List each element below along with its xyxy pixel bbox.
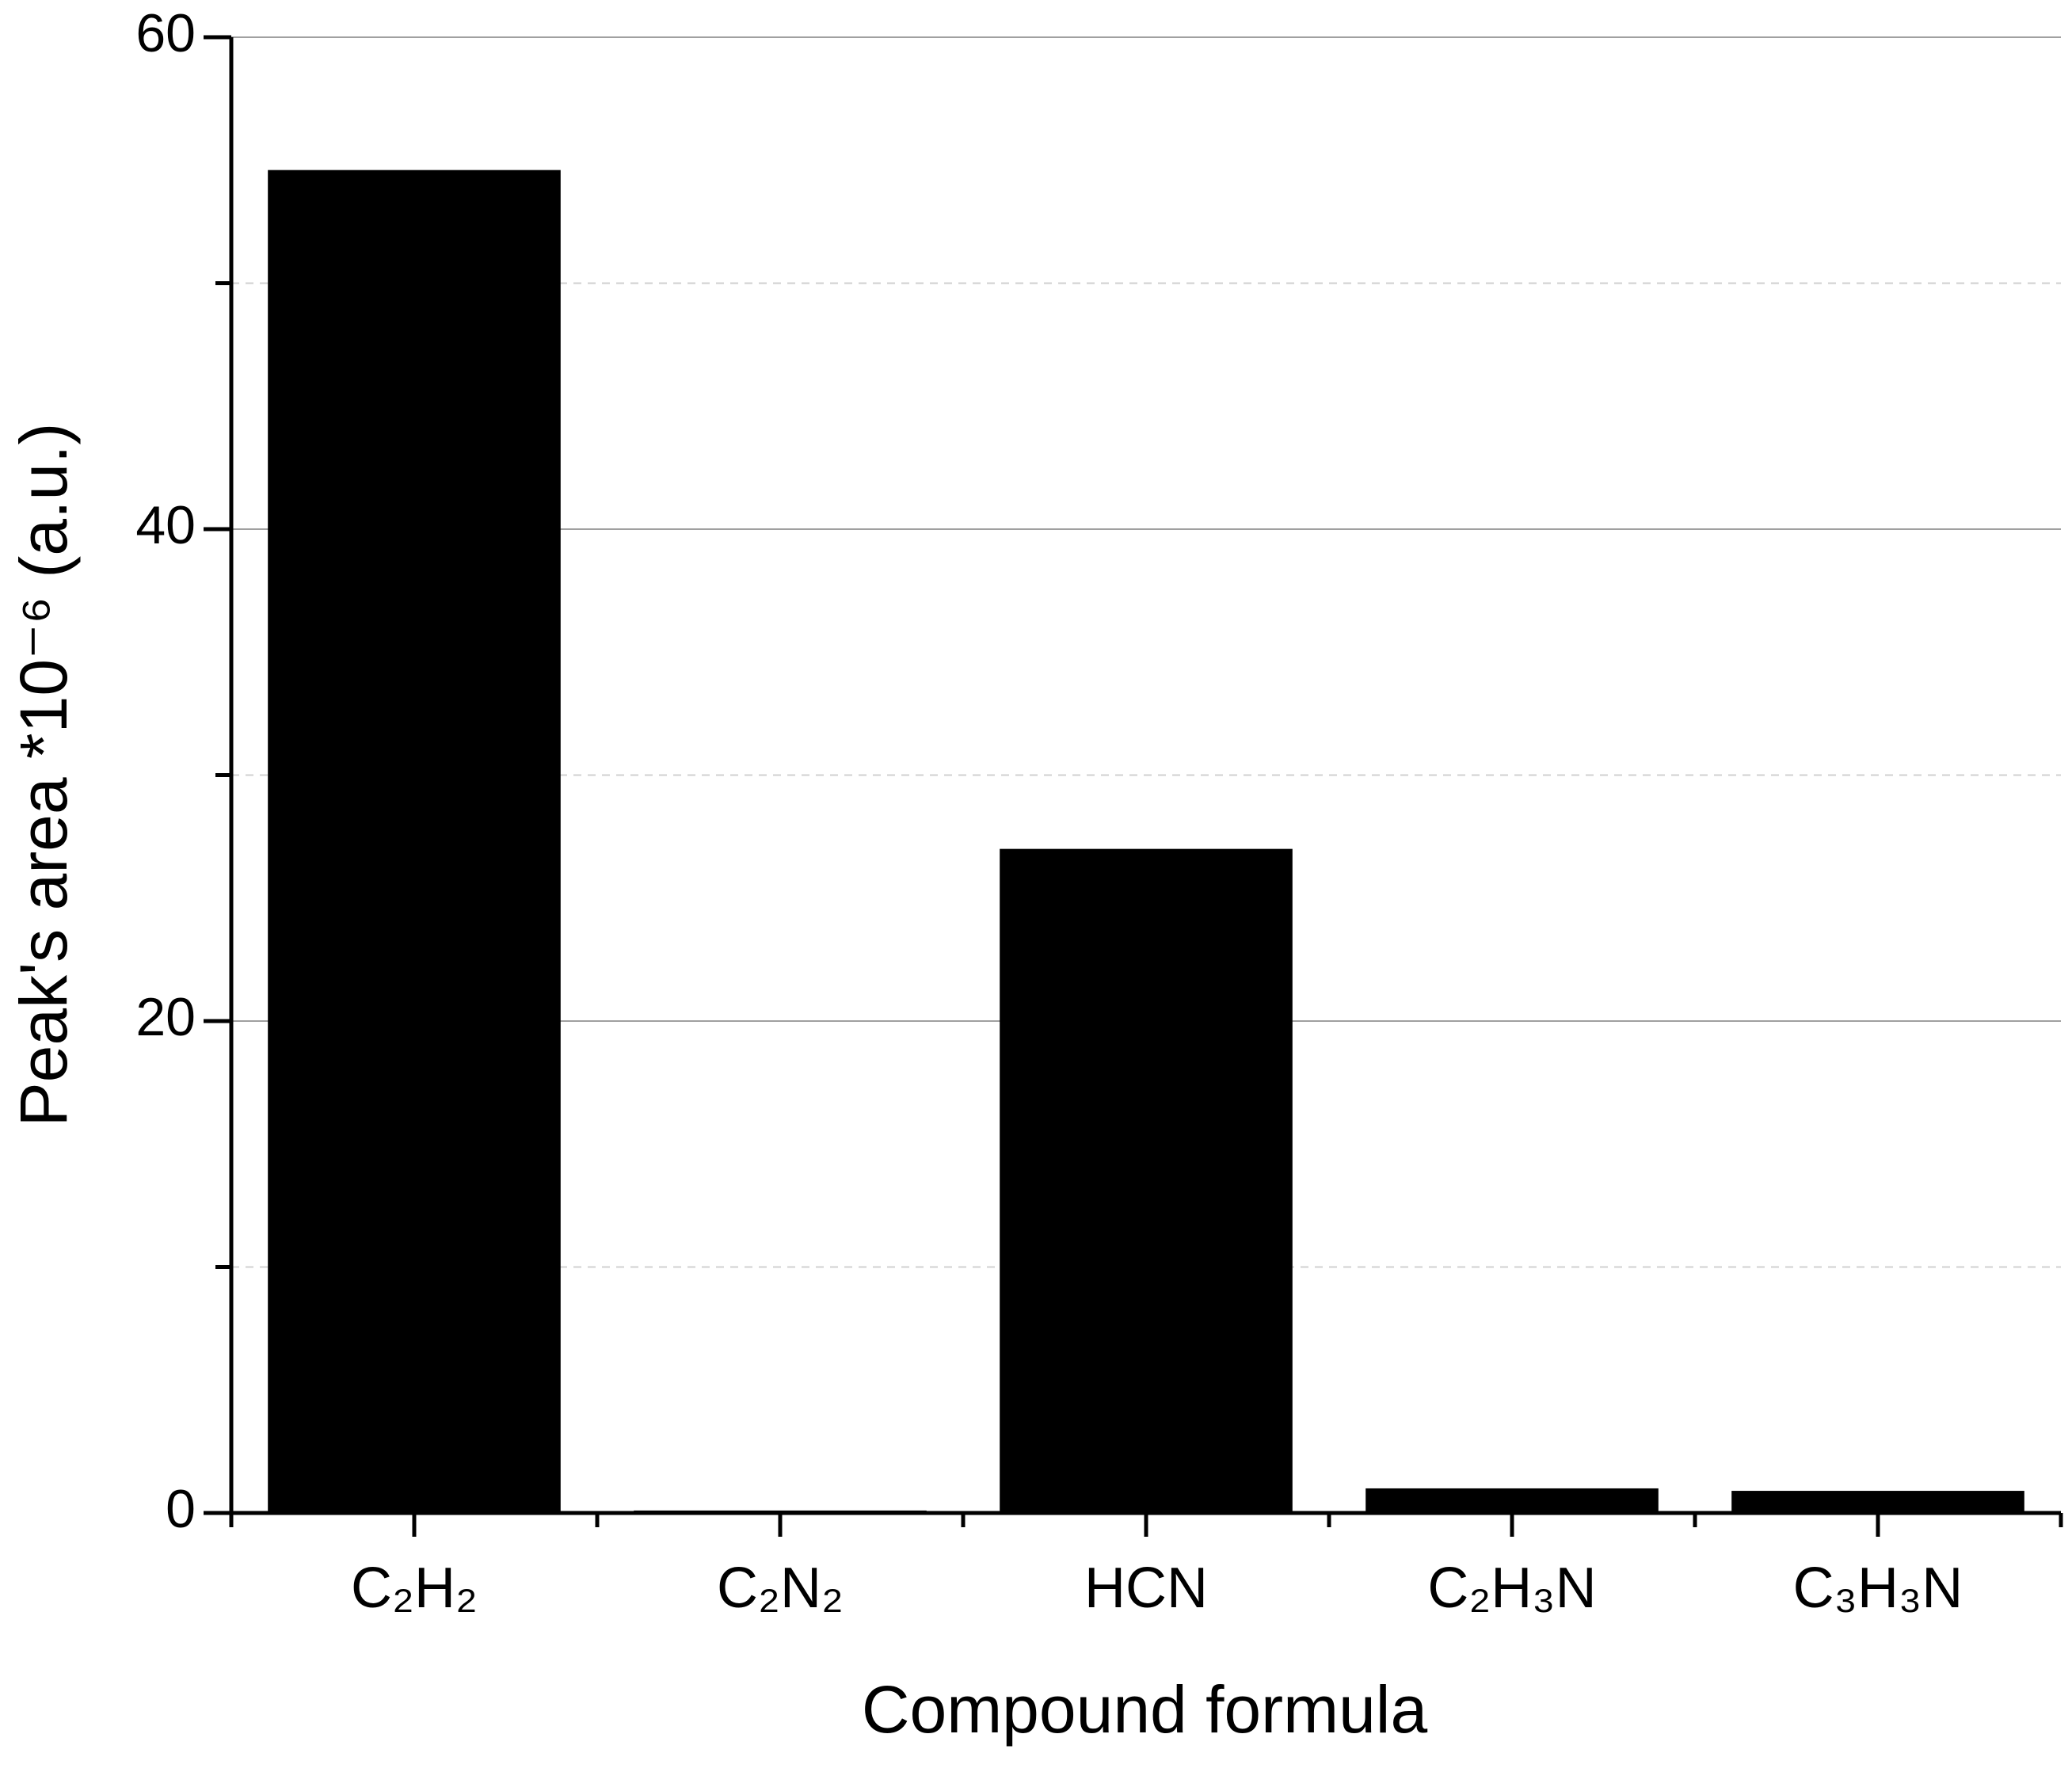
x-tick-label: C₂H₂: [351, 1557, 478, 1620]
x-tick-label: HCN: [1084, 1557, 1208, 1620]
y-tick-label: 60: [135, 3, 196, 63]
bar: [268, 170, 561, 1513]
y-axis-title: Peak's area *10⁻⁶ (a.u.): [6, 423, 81, 1127]
bar: [1000, 848, 1293, 1513]
x-tick-label: C₂H₃N: [1427, 1557, 1596, 1620]
x-tick-label: C₂N₂: [717, 1557, 844, 1620]
x-axis-title: Compound formula: [862, 1672, 1428, 1747]
y-tick-label: 40: [135, 495, 196, 555]
x-tick-label: C₃H₃N: [1793, 1557, 1963, 1620]
y-tick-label: 20: [135, 987, 196, 1047]
bar: [1365, 1488, 1659, 1513]
bar: [1731, 1491, 2024, 1513]
y-tick-label: 0: [166, 1479, 196, 1539]
